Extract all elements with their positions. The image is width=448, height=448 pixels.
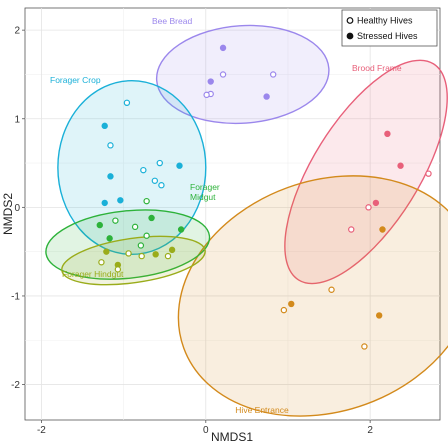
point-bee-bread-5 (203, 91, 210, 99)
point-forager-crop-10 (117, 197, 124, 204)
grid (25, 8, 440, 420)
point-forager-midgut-8 (137, 242, 145, 249)
point-forager-crop-4 (176, 162, 183, 169)
x-tick-label-2: 2 (367, 425, 373, 436)
label-forager-hindgut: Forager Hindgut (62, 269, 124, 279)
point-forager-crop-6 (107, 173, 114, 180)
point-brood-frame-4 (372, 199, 380, 207)
legend-healthy-marker (346, 17, 354, 24)
x-axis-title: NMDS1 (211, 430, 253, 444)
ellipses (45, 24, 448, 417)
point-hive-entrance-4 (375, 312, 383, 319)
point-forager-crop-5 (140, 166, 147, 174)
group-labels: Bee Bread Brood Frame Hive Entrance Forager… (50, 16, 402, 415)
point-brood-frame-1 (397, 162, 404, 169)
point-forager-midgut-3 (96, 221, 103, 229)
point-forager-midgut-7 (106, 235, 113, 242)
label-brood-frame: Brood Frame (352, 63, 402, 73)
y-tick-label-0: -2 (11, 380, 20, 391)
point-forager-crop-0 (123, 99, 131, 107)
label-bee-bread: Bee Bread (152, 16, 192, 26)
point-forager-midgut-0 (143, 197, 150, 205)
point-hive-entrance-5 (361, 343, 368, 350)
point-bee-bread-2 (219, 71, 227, 78)
y-tick-label-4: 2 (14, 26, 20, 37)
ticks: -2 0 2 -2 -1 0 1 2 (11, 26, 373, 436)
point-forager-hindgut-8 (114, 266, 122, 273)
point-forager-hindgut-6 (98, 259, 105, 266)
y-tick-label-2: 0 (14, 203, 20, 214)
label-forager-midgut: Forager Midgut (190, 182, 220, 202)
legend-stressed-label: Stressed Hives (357, 31, 418, 41)
point-bee-bread-1 (207, 78, 214, 85)
points (96, 44, 432, 350)
ellipse-hive-entrance (177, 175, 448, 417)
point-forager-hindgut-0 (103, 248, 110, 255)
point-forager-crop-2 (107, 142, 114, 149)
point-forager-hindgut-3 (168, 246, 176, 254)
x-tick-label-0: -2 (37, 425, 46, 436)
legend: Healthy Hives Stressed Hives (341, 9, 438, 47)
point-forager-hindgut-2 (152, 251, 159, 258)
label-hive-entrance: Hive Entrance (235, 405, 289, 415)
point-forager-crop-7 (151, 177, 159, 184)
point-brood-frame-3 (365, 204, 372, 211)
point-hive-entrance-3 (280, 306, 288, 314)
point-forager-crop-8 (158, 182, 165, 189)
point-bee-bread-0 (219, 44, 227, 52)
x-tick-label-1: 0 (203, 425, 209, 436)
point-hive-entrance-0 (379, 226, 386, 233)
ellipse-forager-midgut (45, 209, 211, 280)
point-hive-entrance-1 (328, 286, 335, 293)
legend-stressed-marker (346, 32, 354, 40)
ellipse-forager-crop (57, 79, 207, 256)
point-hive-entrance-2 (288, 300, 295, 308)
point-brood-frame-5 (348, 226, 355, 233)
point-forager-midgut-2 (112, 217, 119, 224)
point-forager-crop-3 (156, 159, 163, 167)
point-forager-crop-1 (101, 122, 108, 130)
point-bee-bread-3 (269, 71, 277, 78)
y-tick-label-1: -1 (11, 291, 20, 302)
point-brood-frame-2 (425, 170, 432, 177)
label-forager-crop: Forager Crop (50, 75, 101, 85)
point-forager-hindgut-5 (138, 252, 145, 260)
y-axis-title: NMDS2 (1, 193, 15, 235)
point-forager-hindgut-1 (125, 250, 132, 257)
point-brood-frame-0 (384, 130, 391, 138)
ellipse-brood-frame (284, 59, 448, 285)
plot-panel (24, 7, 441, 421)
ellipse-bee-bread (155, 24, 330, 125)
y-tick-label-3: 1 (14, 114, 20, 125)
point-forager-crop-9 (101, 199, 108, 207)
legend-box (341, 9, 438, 47)
point-forager-midgut-1 (148, 214, 155, 222)
legend-healthy-label: Healthy Hives (357, 16, 413, 26)
point-forager-midgut-5 (177, 226, 185, 233)
point-bee-bread-6 (263, 93, 270, 100)
point-forager-hindgut-4 (164, 252, 172, 260)
point-forager-midgut-6 (143, 232, 150, 239)
point-forager-midgut-4 (131, 223, 139, 231)
